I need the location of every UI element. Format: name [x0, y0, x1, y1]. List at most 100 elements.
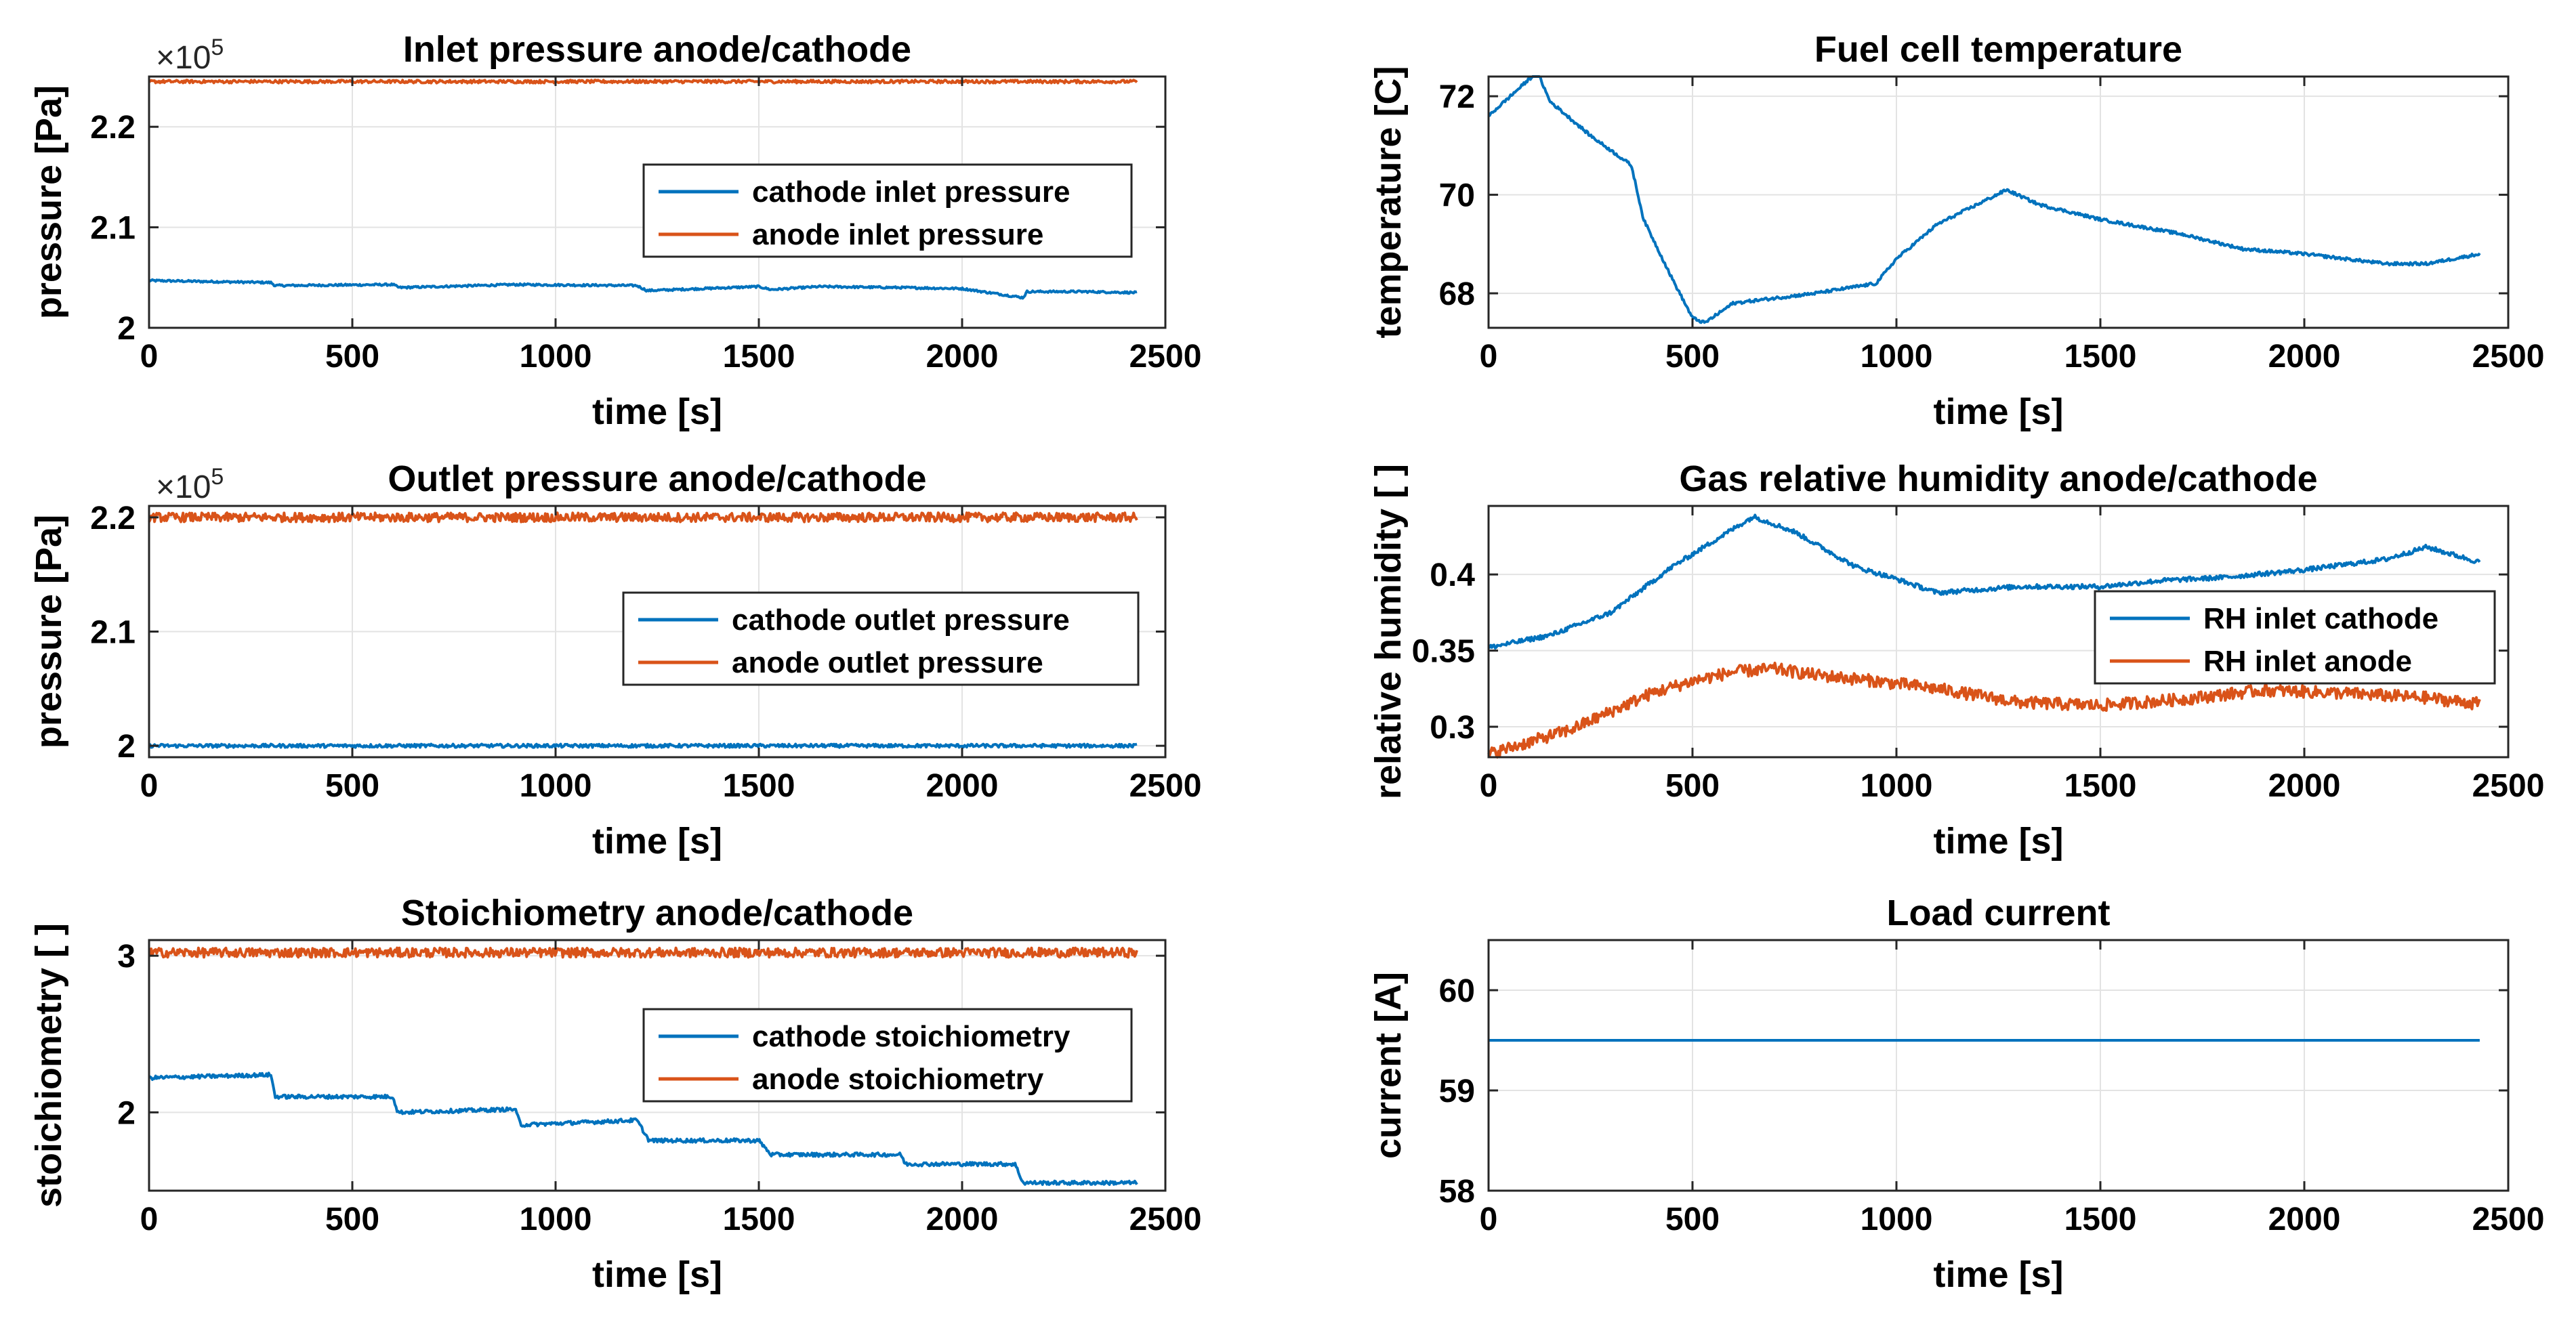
legend-entry: anode stoichiometry: [752, 1063, 1044, 1096]
series-line-primary: [1488, 513, 2481, 650]
y-tick-label: 0.4: [1430, 557, 1475, 593]
exponent-base: ×10: [156, 469, 211, 505]
x-axis-label: time [s]: [592, 391, 722, 432]
y-tick-label: 0.3: [1430, 710, 1475, 746]
y-axis-label: pressure [Pa]: [28, 85, 69, 319]
exponent-base: ×10: [156, 40, 211, 76]
chart-title: Outlet pressure anode/cathode: [388, 459, 926, 499]
series-line-secondary: [1487, 661, 2481, 759]
series-line-secondary: [148, 511, 1138, 524]
x-tick-label: 500: [325, 1202, 379, 1237]
y-tick-label: 68: [1439, 276, 1475, 312]
y-tick-label: 2: [117, 1095, 136, 1131]
x-axis-label: time [s]: [592, 821, 722, 862]
x-tick-label: 1000: [520, 339, 592, 375]
y-tick-label: 2.1: [90, 615, 136, 651]
legend-box: [642, 163, 1133, 258]
x-tick-label: 2000: [926, 339, 999, 375]
x-tick-label: 2000: [926, 768, 999, 804]
legend: cathode stoichiometry anode stoichiometry: [642, 1008, 1133, 1103]
series-line-primary: [1487, 75, 2481, 324]
y-tick-label: 70: [1439, 178, 1475, 214]
y-tick-label: 2.2: [90, 501, 136, 536]
axes-frame: [148, 75, 1167, 329]
exponent-power: 5: [211, 35, 224, 60]
legend-entry: anode inlet pressure: [752, 218, 1043, 251]
legend-entry: anode outlet pressure: [732, 646, 1043, 679]
series-line-primary: [148, 278, 1138, 300]
y-axis-label: relative humidity [ ]: [1368, 464, 1409, 799]
x-tick-label: 0: [1480, 768, 1498, 804]
y-tick-label: 2: [117, 729, 136, 765]
x-tick-label: 2500: [2472, 1202, 2545, 1237]
y-tick-label: 2.1: [90, 211, 136, 247]
x-tick-label: 2500: [1129, 1202, 1202, 1237]
y-exponent-label: ×105: [156, 464, 224, 505]
y-axis-label: current [A]: [1368, 972, 1409, 1159]
y-tick-label: 2: [117, 311, 136, 347]
x-tick-label: 0: [140, 1202, 159, 1237]
legend-entry: cathode outlet pressure: [732, 603, 1070, 637]
series-line-primary: [148, 742, 1138, 749]
series-line-secondary: [148, 946, 1138, 959]
y-axis-label: pressure [Pa]: [28, 515, 69, 748]
axes-frame: [1487, 505, 2510, 759]
x-tick-label: 500: [1665, 768, 1720, 804]
x-tick-label: 1000: [520, 768, 592, 804]
x-tick-label: 2000: [2268, 1202, 2341, 1237]
x-tick-label: 2500: [1129, 339, 1202, 375]
x-tick-label: 500: [325, 768, 379, 804]
axes-frame: [1487, 939, 2510, 1192]
x-tick-label: 1000: [1861, 1202, 1933, 1237]
chart-load: 0 500 1000 1500 2000 2500 58 59 60 Load current ti…: [1368, 893, 2544, 1295]
x-axis-label: time [s]: [592, 1254, 722, 1295]
series-line-primary: [148, 1071, 1138, 1186]
legend-entry: RH inlet cathode: [2203, 602, 2438, 635]
y-exponent-label: ×105: [156, 35, 224, 76]
x-axis-label: time [s]: [1933, 821, 2063, 862]
legend: cathode outlet pressure anode outlet pres…: [622, 591, 1140, 686]
y-axis-label: stoichiometry [ ]: [28, 923, 69, 1208]
legend-box: [642, 1008, 1133, 1103]
legend-entry: RH inlet anode: [2203, 645, 2412, 678]
chart-title: Gas relative humidity anode/cathode: [1679, 459, 2317, 499]
y-tick-label: 0.35: [1412, 634, 1475, 670]
y-tick-label: 2.2: [90, 110, 136, 146]
series-line-secondary: [148, 79, 1138, 85]
legend: RH inlet cathode RH inlet anode: [2094, 590, 2496, 685]
y-tick-label: 59: [1439, 1074, 1475, 1109]
x-axis-label: time [s]: [1933, 391, 2063, 432]
x-tick-label: 2500: [2472, 768, 2545, 804]
chart-outlet: 0 500 1000 1500 2000 2500 2 2.1 2.2 Outlet pressu…: [28, 459, 1201, 862]
x-tick-label: 2500: [1129, 768, 1202, 804]
chart-title: Inlet pressure anode/cathode: [403, 29, 911, 70]
legend-entry: cathode stoichiometry: [752, 1020, 1071, 1053]
x-tick-label: 0: [140, 768, 159, 804]
chart-temp: 0 500 1000 1500 2000 2500 68 70 72 Fuel cell temp…: [1368, 29, 2544, 432]
legend: cathode inlet pressure anode inlet pressu…: [642, 163, 1133, 258]
axes-frame: [1487, 75, 2510, 329]
legend-box: [2094, 590, 2496, 685]
y-tick-label: 58: [1439, 1174, 1475, 1210]
x-tick-label: 2000: [2268, 768, 2341, 804]
x-tick-label: 500: [1665, 1202, 1720, 1237]
x-tick-label: 500: [1665, 339, 1720, 375]
y-tick-label: 3: [117, 939, 136, 975]
x-axis-label: time [s]: [1933, 1254, 2063, 1295]
x-tick-label: 1000: [1861, 768, 1933, 804]
x-tick-label: 1500: [2064, 768, 2137, 804]
y-tick-label: 72: [1439, 79, 1475, 115]
chart-title: Load current: [1886, 893, 2110, 933]
x-tick-label: 2000: [2268, 339, 2341, 375]
x-tick-label: 0: [1480, 339, 1498, 375]
chart-inlet: 0 500 1000 1500 2000 2500 2 2.1 2.2 Inlet pressur…: [28, 29, 1201, 432]
x-tick-label: 1500: [2064, 1202, 2137, 1237]
x-tick-label: 2000: [926, 1202, 999, 1237]
y-axis-label: temperature [C]: [1368, 66, 1409, 338]
x-tick-label: 1500: [723, 1202, 795, 1237]
chart-stoich: 0 500 1000 1500 2000 2500 2 3 Stoichiometry anod…: [28, 893, 1201, 1295]
x-tick-label: 0: [140, 339, 159, 375]
legend-entry: cathode inlet pressure: [752, 175, 1070, 209]
chart-title: Fuel cell temperature: [1814, 29, 2182, 70]
